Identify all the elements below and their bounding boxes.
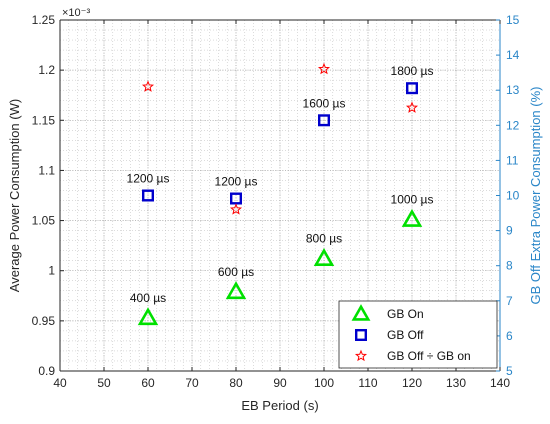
gb-on-data-label: 800 µs: [306, 232, 342, 246]
gb-on-data-label: 600 µs: [218, 265, 254, 279]
y-tick-label: 1.2: [38, 63, 55, 77]
x-tick-label: 100: [314, 376, 334, 390]
y-tick-label: 0.9: [38, 364, 55, 378]
x-tick-label: 60: [141, 376, 155, 390]
gb-ratio-point: [405, 101, 419, 113]
gb-off-data-label: 1600 µs: [303, 96, 346, 110]
x-tick-label: 80: [229, 376, 243, 390]
gb-off-data-label: 1800 µs: [391, 64, 434, 78]
x-tick-label: 120: [402, 376, 422, 390]
gb-off-point: [141, 189, 154, 202]
legend-entry-label: GB On: [387, 307, 424, 321]
data-labels: 400 µs 600 µs 800 µs 1000 µs 1200 µs 1200 µs 1…: [127, 64, 434, 305]
x-tick-label: 90: [273, 376, 287, 390]
legend-entry-label: GB Off ÷ GB on: [387, 349, 471, 363]
x-tick-label: 50: [97, 376, 111, 390]
legend-gb-ratio-marker: [354, 349, 368, 362]
gb-on-point: [137, 307, 159, 326]
x-tick-label: 140: [490, 376, 510, 390]
axes: 40 50 60 70 80 90 100 110 120 130 140 0.9 0.95 1 1.05 1…: [7, 7, 543, 413]
y2-tick-label: 10: [506, 189, 520, 203]
gb-on-data-label: 400 µs: [130, 291, 166, 305]
gb-ratio-point: [141, 80, 155, 92]
legend-gb-on-marker: [351, 304, 371, 321]
gb-off-point: [406, 82, 419, 95]
y2-tick-label: 7: [506, 294, 513, 308]
y2-tick-label: 6: [506, 329, 513, 343]
x-tick-label: 110: [358, 376, 377, 390]
gb-on-data-label: 1000 µs: [391, 193, 434, 207]
legend-entry-label: GB Off: [387, 328, 424, 342]
y-tick-label: 1.15: [32, 113, 56, 127]
gb-off-point: [318, 114, 331, 127]
y-exponent-label: ×10⁻³: [62, 7, 90, 19]
y-tick-label: 1: [48, 264, 55, 278]
gb-on-point: [313, 248, 335, 266]
gb-ratio-point: [317, 62, 331, 75]
gb-off-data-label: 1200 µs: [127, 172, 170, 186]
data-marks: [137, 62, 423, 326]
y-tick-label: 1.1: [38, 163, 55, 177]
y2-tick-label: 9: [506, 224, 513, 238]
y2-axis-label: GB Off Extra Power Consumption (%): [528, 87, 543, 305]
gb-ratio-point: [229, 203, 243, 215]
y-tick-label: 0.95: [32, 314, 56, 328]
y-axis-label: Average Power Consumption (W): [7, 99, 22, 292]
gb-off-data-label: 1200 µs: [215, 175, 258, 189]
y2-tick-label: 15: [506, 13, 520, 27]
legend: GB On GB Off GB Off ÷ GB on: [338, 300, 498, 369]
y2-tick-label: 12: [506, 118, 520, 132]
y2-tick-label: 14: [506, 48, 520, 62]
x-tick-label: 130: [446, 376, 466, 390]
x-tick-label: 70: [185, 376, 199, 390]
x-tick-label: 40: [53, 376, 67, 390]
y2-tick-label: 13: [506, 83, 520, 97]
legend-gb-off-marker: [355, 329, 368, 342]
y-tick-label: 1.05: [32, 214, 56, 228]
gb-on-point: [401, 208, 423, 227]
y2-tick-label: 5: [506, 364, 513, 378]
y2-tick-label: 11: [506, 153, 519, 167]
gb-on-point: [225, 281, 247, 300]
y2-tick-label: 8: [506, 259, 513, 273]
x-axis-label: EB Period (s): [241, 398, 318, 413]
y-tick-label: 1.25: [32, 13, 56, 27]
